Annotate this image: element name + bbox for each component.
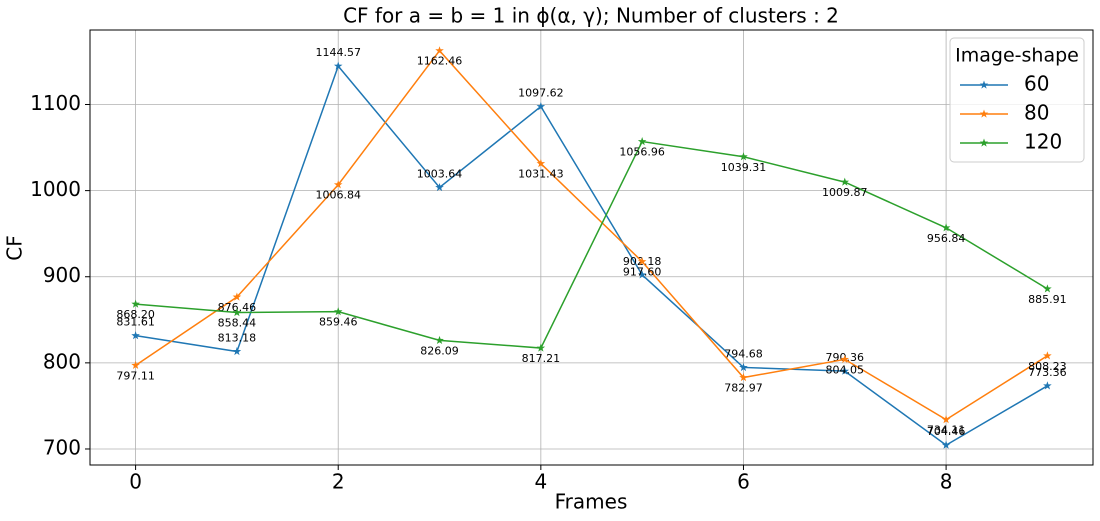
point-marker [131,299,140,308]
x-tick-label: 6 [737,470,750,494]
value-label: 1009.87 [822,186,868,199]
point-marker [637,270,647,279]
value-label: 868.20 [116,308,155,321]
legend-label: 120 [1024,130,1062,154]
y-tick-label: 1100 [30,91,81,115]
point-marker [739,152,748,161]
value-label: 1162.46 [417,55,463,68]
value-label: 794.68 [724,347,763,360]
point-marker [435,182,444,192]
value-label: 804.05 [826,363,865,376]
point-marker [739,362,748,372]
value-label: 831.61 [116,316,155,329]
point-marker [941,223,951,232]
y-tick-label: 1000 [30,177,81,201]
legend-marker [979,109,989,118]
value-label: 817.21 [522,352,561,365]
x-tick-label: 0 [129,470,142,494]
value-label: 876.46 [218,301,257,314]
legend-marker [979,138,989,147]
chart-title: CF for a = b = 1 in ϕ(α, γ); Number of c… [343,4,839,28]
point-marker [536,102,546,111]
value-label: 813.18 [218,332,257,345]
point-marker [1043,351,1052,360]
legend-box [949,37,1085,163]
point-marker [941,415,951,424]
point-marker [739,373,748,382]
x-tick-label: 2 [332,470,345,494]
point-marker [333,180,343,189]
y-tick-label: 700 [43,435,81,459]
value-label: 704.46 [927,425,966,438]
value-label: 1031.43 [518,168,564,181]
value-label: 808.23 [1028,360,1067,373]
value-label: 1097.62 [518,87,564,100]
x-tick-label: 4 [534,470,547,494]
x-tick-label: 8 [940,470,953,494]
y-axis-label: CF [3,235,27,260]
value-label: 1056.96 [619,146,665,159]
point-marker [1043,284,1052,293]
point-marker [232,308,242,317]
value-label: 956.84 [927,232,966,245]
x-axis-label: Frames [555,490,628,514]
value-label: 1039.31 [721,161,767,174]
point-marker [232,347,242,356]
point-marker [536,159,546,168]
series-line [135,49,1048,421]
value-label: 773.36 [1028,366,1067,379]
point-marker [131,360,140,369]
value-label: 734.11 [927,424,966,437]
point-marker [1043,381,1052,390]
point-marker [840,177,850,186]
y-tick-label: 900 [43,263,81,287]
value-label: 782.97 [724,382,763,395]
value-label: 826.09 [420,344,459,357]
series-line [135,64,1048,447]
point-marker [435,335,444,345]
value-label: 858.44 [218,317,257,330]
point-marker [637,257,647,266]
point-marker [637,137,647,146]
value-label: 917.60 [623,266,662,279]
point-marker [333,61,343,70]
value-label: 1003.64 [417,167,463,180]
value-label: 859.46 [319,316,358,329]
point-marker [131,331,140,340]
point-marker [941,440,951,449]
point-marker [536,343,546,352]
value-label: 885.91 [1028,293,1067,306]
point-marker [840,366,850,375]
series-line [135,140,1048,349]
point-marker [232,292,242,301]
plot-frame [89,29,1094,466]
legend-marker [979,80,989,89]
value-label: 1144.57 [315,46,361,59]
legend-label: 80 [1024,101,1049,125]
point-marker [435,46,444,55]
legend-label: 60 [1024,72,1049,96]
value-label: 1006.84 [315,189,361,202]
value-label: 797.11 [116,369,155,382]
point-marker [840,354,850,364]
y-tick-label: 800 [43,349,81,373]
legend-title: Image-shape [955,45,1079,67]
point-marker [333,307,343,316]
